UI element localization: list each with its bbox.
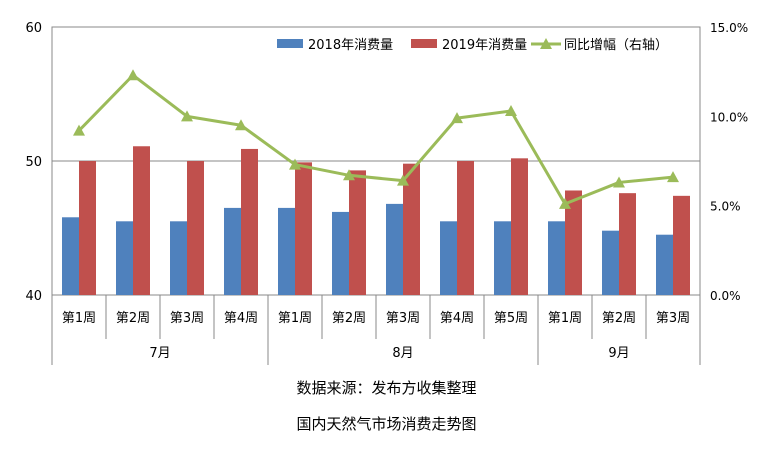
bar-2018 [494,221,511,295]
y-left-tick-label: 60 [25,21,42,36]
category-label: 第5周 [494,311,528,326]
growth-line [77,73,674,206]
legend-swatch-marker [540,38,552,49]
category-label: 第1周 [278,311,312,326]
bar-2018 [62,217,79,295]
category-label: 第2周 [116,311,150,326]
growth-point [127,69,139,81]
growth-point [397,174,409,186]
bar-2019 [511,158,528,295]
bar-2018 [278,207,295,295]
bar-2019 [187,161,204,295]
month-group-label: 9月 [608,346,629,361]
legend-swatch [277,39,303,48]
bar-2018 [548,221,565,295]
growth-point [505,104,517,116]
growth-point [289,158,301,170]
bar-2018 [386,203,403,295]
y-right-tick-label: 15.0% [710,21,748,35]
bar-2019 [241,148,258,295]
category-label: 第3周 [170,311,204,326]
bar-2019 [403,163,420,295]
bar-2018 [224,207,241,295]
bar-2019 [619,193,636,295]
category-label: 第4周 [224,311,258,326]
legend-swatch [411,39,437,48]
legend-label: 2018年消费量 [308,38,393,53]
growth-point [343,169,355,181]
category-label: 第3周 [656,311,690,326]
bar-2018 [656,234,673,295]
category-label: 第1周 [62,311,96,326]
bar-2019 [349,170,366,295]
chart: 40 50 60 0.0% 5.0% 10.0% 15.0% 第1周 第2周 第3周 第4周 第1周 第… [25,21,748,365]
growth-point [613,176,625,188]
bar-2019 [295,162,312,295]
category-label: 第1周 [548,311,582,326]
growth-point [73,124,85,136]
y-left-tick-label: 50 [25,155,42,170]
bar-2019 [457,161,474,295]
legend-label: 同比增幅（右轴） [564,38,668,53]
bar-2019 [79,161,96,295]
legend-label: 2019年消费量 [442,38,527,53]
bar-2019 [673,195,690,295]
growth-point [451,112,463,124]
data-source-note: 数据来源：发布方收集整理 [296,379,477,397]
bar-2019 [565,190,582,295]
category-label: 第4周 [440,311,474,326]
category-label: 第2周 [332,311,366,326]
bar-2018 [440,221,457,295]
y-left-tick-label: 40 [25,289,42,304]
category-label: 第2周 [602,311,636,326]
chart-title: 国内天然气市场消费走势图 [296,415,477,433]
category-label: 第3周 [386,311,420,326]
bar-2018 [332,211,349,295]
growth-point [559,197,571,209]
bar-2018 [170,221,187,295]
growth-point [667,171,679,183]
month-group-label: 8月 [392,346,413,361]
y-right-tick-label: 0.0% [710,289,741,303]
month-group-label: 7月 [149,346,170,361]
bar-2018 [116,221,133,295]
y-right-tick-label: 5.0% [710,200,741,214]
bar-2018 [602,230,619,295]
y-right-tick-label: 10.0% [710,110,748,124]
growth-point [181,110,193,122]
growth-point [235,119,247,131]
bar-2019 [133,146,150,295]
